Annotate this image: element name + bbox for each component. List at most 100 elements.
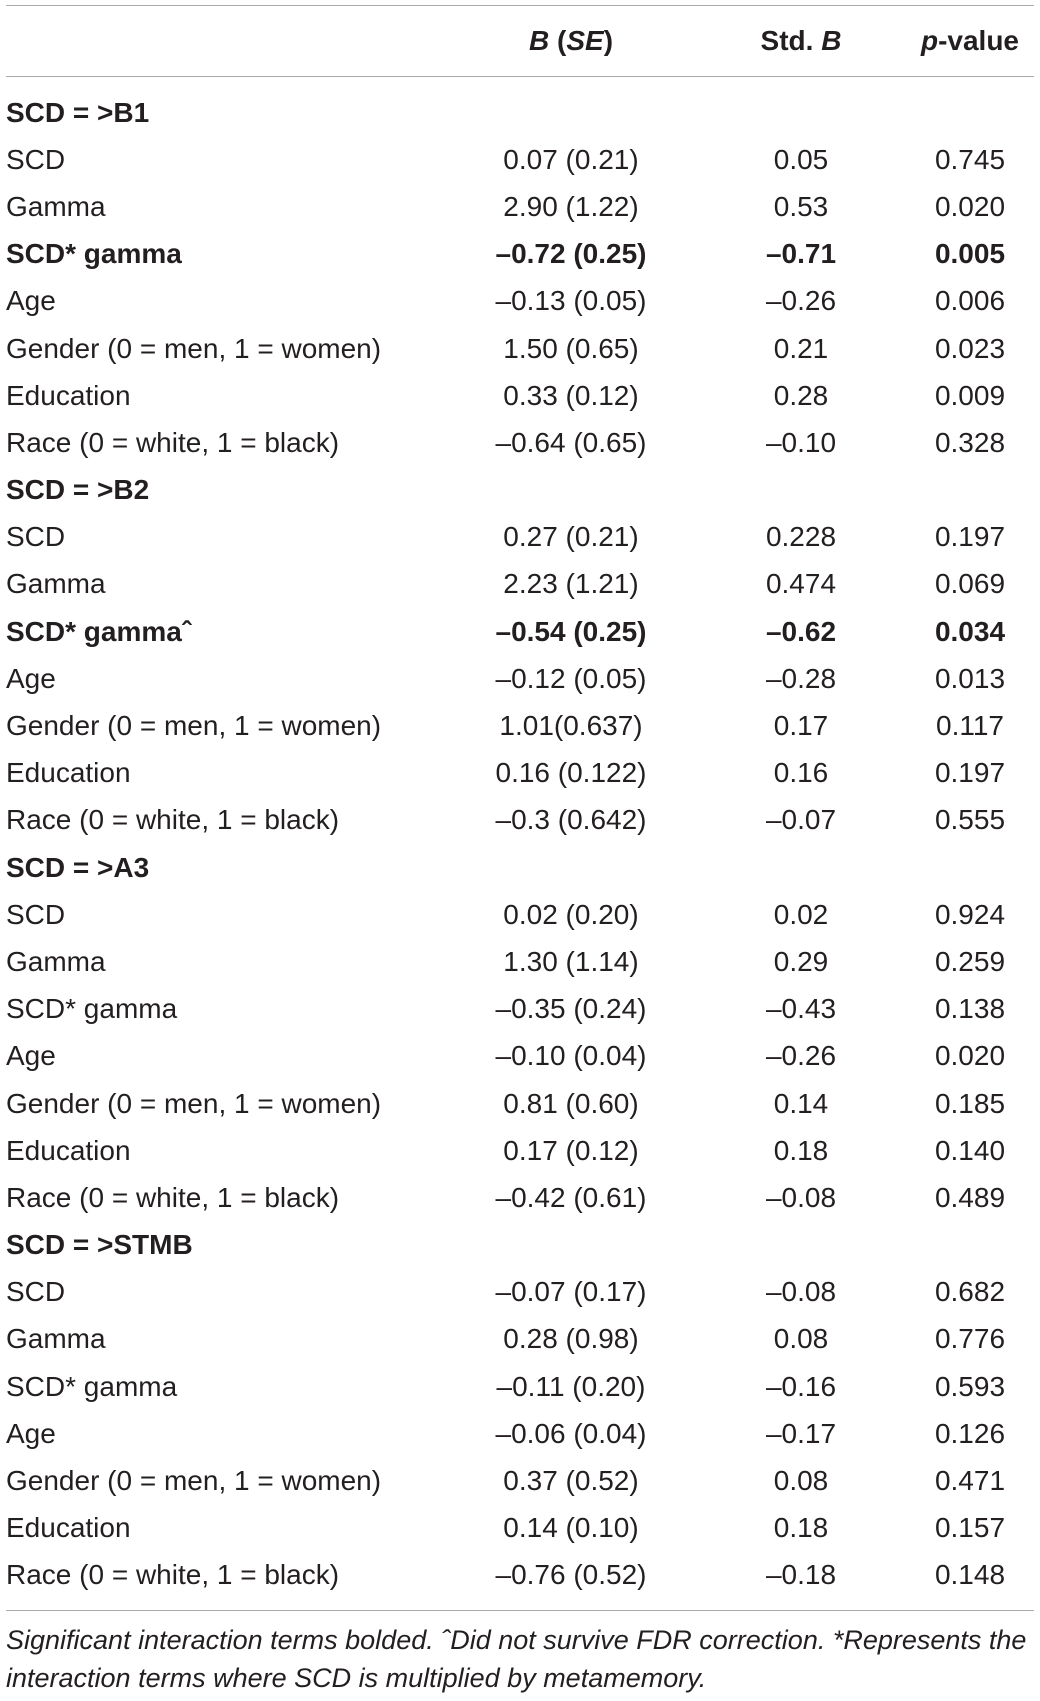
cell: 1.01(0.637) (499, 710, 643, 742)
cell: 1.50 (0.65) (503, 332, 639, 364)
cell: 0.33 (0.12) (503, 379, 639, 411)
cell: Gamma (6, 945, 106, 977)
data-row: SCD* gamma –0.35 (0.24) –0.43 0.138 (6, 986, 1034, 1033)
cell: SCD (6, 143, 66, 175)
cell: Race (0 = white, 1 = black) (6, 426, 340, 458)
data-row: SCD* gammaˆ –0.54 (0.25) –0.62 0.034 (6, 608, 1034, 655)
cell: 0.148 (934, 1559, 1006, 1591)
cell: –0.08 (765, 1276, 837, 1308)
cell: 0.28 (0.98) (503, 1323, 639, 1355)
data-row: SCD –0.07 (0.17) –0.08 0.682 (6, 1269, 1034, 1316)
data-row: Gamma 2.23 (1.21) 0.474 0.069 (6, 561, 1034, 608)
cell: –0.43 (765, 993, 837, 1025)
data-row: Gender (0 = men, 1 = women) 1.50 (0.65) 0.… (6, 325, 1034, 372)
cell: 1.30 (1.14) (503, 945, 639, 977)
cell: 0.185 (934, 1087, 1006, 1119)
cell: SCD* gammaˆ (6, 615, 192, 647)
cell: 0.17 (773, 710, 829, 742)
cell: 0.020 (934, 1040, 1006, 1072)
cell: Education (6, 1512, 131, 1544)
header-text: ) (603, 25, 614, 56)
data-row: Age –0.13 (0.05) –0.26 0.006 (6, 278, 1034, 325)
cell: Gender (0 = men, 1 = women) (6, 710, 382, 742)
cell: 0.009 (934, 379, 1006, 411)
data-row: Education 0.16 (0.122) 0.16 0.197 (6, 750, 1034, 797)
cell: 0.140 (934, 1134, 1006, 1166)
cell: Gender (0 = men, 1 = women) (6, 1087, 382, 1119)
cell: 0.14 (773, 1087, 829, 1119)
cell: –0.07 (765, 804, 837, 836)
cell: 0.555 (934, 804, 1006, 836)
cell: 0.14 (0.10) (503, 1512, 639, 1544)
cell: 0.08 (773, 1465, 829, 1497)
cell: 0.18 (773, 1512, 829, 1544)
cell: 0.228 (765, 521, 837, 553)
data-row: SCD 0.02 (0.20) 0.02 0.924 (6, 891, 1034, 938)
header-text: ( (549, 25, 567, 56)
cell: –0.11 (0.20) (496, 1370, 646, 1402)
cell: SCD* gamma (6, 1370, 178, 1402)
cell: 0.593 (934, 1370, 1006, 1402)
data-row: Age –0.10 (0.04) –0.26 0.020 (6, 1033, 1034, 1080)
data-row: Age –0.12 (0.05) –0.28 0.013 (6, 655, 1034, 702)
data-row: Education 0.17 (0.12) 0.18 0.140 (6, 1127, 1034, 1174)
cell: 0.28 (773, 379, 829, 411)
cell: Age (6, 1417, 56, 1449)
cell: 0.776 (934, 1323, 1006, 1355)
header-text: B (821, 25, 842, 56)
cell: 0.27 (0.21) (503, 521, 639, 553)
cell: 0.16 (0.122) (495, 757, 647, 789)
data-row: SCD 0.07 (0.21) 0.05 0.745 (6, 136, 1034, 183)
cell: Education (6, 757, 131, 789)
cell: 0.02 (773, 898, 829, 930)
cell: –0.28 (765, 662, 837, 694)
cell: 0.53 (773, 190, 829, 222)
cell: 0.023 (934, 332, 1006, 364)
cell: –0.10 (765, 426, 837, 458)
header-cell: Std. B (696, 25, 906, 57)
cell: 0.81 (0.60) (503, 1087, 639, 1119)
section-title: SCD = >B2 (6, 474, 150, 506)
cell: –0.64 (0.65) (495, 426, 647, 458)
cell: 0.17 (0.12) (503, 1134, 639, 1166)
cell: –0.13 (0.05) (495, 285, 647, 317)
data-row: Education 0.33 (0.12) 0.28 0.009 (6, 372, 1034, 419)
data-row: SCD* gamma –0.11 (0.20) –0.16 0.593 (6, 1363, 1034, 1410)
cell: Gender (0 = men, 1 = women) (6, 1465, 382, 1497)
cell: Race (0 = white, 1 = black) (6, 1559, 340, 1591)
header-text: SE (566, 25, 604, 56)
cell: –0.17 (765, 1417, 837, 1449)
cell: –0.16 (765, 1370, 837, 1402)
data-row: Gamma 2.90 (1.22) 0.53 0.020 (6, 183, 1034, 230)
cell: –0.54 (0.25) (495, 615, 647, 647)
cell: 0.21 (773, 332, 829, 364)
cell: 0.924 (934, 898, 1006, 930)
cell: 0.197 (934, 521, 1006, 553)
section-row: SCD = >B2 (6, 467, 1034, 514)
cell: 0.005 (934, 238, 1006, 270)
cell: 0.18 (773, 1134, 829, 1166)
section-row: SCD = >A3 (6, 844, 1034, 891)
cell: –0.26 (765, 285, 837, 317)
cell: Race (0 = white, 1 = black) (6, 1181, 340, 1213)
cell: 0.117 (936, 710, 1004, 742)
cell: 0.034 (934, 615, 1006, 647)
data-row: Race (0 = white, 1 = black) –0.42 (0.61) –… (6, 1174, 1034, 1221)
data-row: Race (0 = white, 1 = black) –0.76 (0.52) –… (6, 1552, 1034, 1599)
cell: –0.62 (765, 615, 837, 647)
cell: Race (0 = white, 1 = black) (6, 804, 340, 836)
cell: 2.23 (1.21) (503, 568, 639, 600)
header-cell: p-value (906, 25, 1034, 57)
cell: Age (6, 285, 56, 317)
data-row: Gender (0 = men, 1 = women) 0.81 (0.60) 0.… (6, 1080, 1034, 1127)
section-title: SCD = >A3 (6, 851, 150, 883)
data-row: SCD 0.27 (0.21) 0.228 0.197 (6, 514, 1034, 561)
header-text: -value (938, 25, 1020, 56)
cell: 0.020 (934, 190, 1006, 222)
section-title: SCD = >STMB (6, 1229, 193, 1261)
cell: 2.90 (1.22) (503, 190, 639, 222)
header-cell: B (SE) (446, 25, 696, 57)
cell: 0.069 (934, 568, 1006, 600)
cell: –0.76 (0.52) (495, 1559, 647, 1591)
